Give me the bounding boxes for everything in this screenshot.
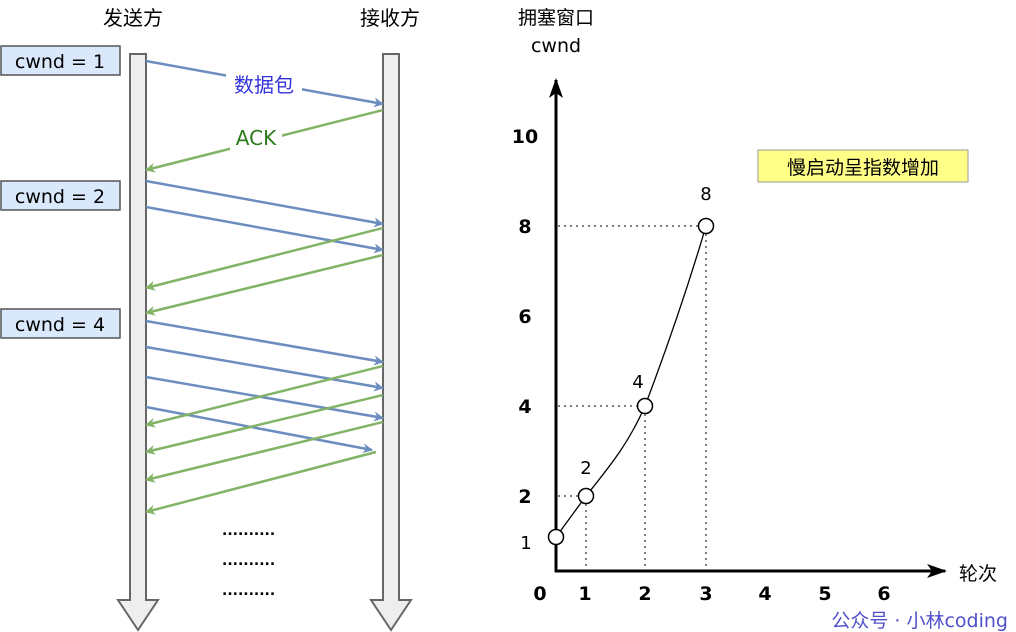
y-tick-label: 2 (518, 486, 531, 508)
point-label: 4 (632, 372, 643, 393)
x-tick-label: 6 (877, 583, 890, 605)
ellipsis: .......... (222, 583, 275, 599)
y-axis-title: 拥塞窗口 (518, 7, 594, 29)
cwnd-box-1: cwnd = 1 (0, 45, 121, 76)
y-tick-label: 6 (518, 306, 531, 328)
data-packet-arrow (145, 405, 373, 454)
x-tick-label: 3 (699, 583, 712, 605)
ack-label: ACK (236, 126, 277, 150)
note-box (757, 149, 969, 183)
ack-arrow (145, 450, 377, 515)
ack-arrow (145, 364, 384, 428)
ellipsis: .......... (222, 553, 275, 569)
svg-text:cwnd = 1: cwnd = 1 (15, 51, 105, 73)
point-label: 1 (520, 533, 531, 554)
data-packet-arrow (145, 205, 384, 254)
data-packet-arrow (145, 345, 384, 392)
sender-label: 发送方 (103, 6, 163, 30)
x-tick-label: 4 (758, 583, 771, 605)
data-point (697, 217, 715, 235)
x-tick-label: 5 (818, 583, 831, 605)
note-text: 慢启动呈指数增加 (787, 157, 939, 179)
x-tick-label: 1 (578, 583, 591, 605)
watermark: 公众号 · 小林coding (831, 610, 1008, 632)
x-axis-title: 轮次 (959, 563, 997, 585)
svg-text:cwnd = 2: cwnd = 2 (15, 186, 105, 208)
sender-timeline (116, 53, 160, 632)
data-point (547, 528, 565, 546)
y-tick-label: 4 (518, 396, 531, 418)
x-tick-label: 2 (638, 583, 651, 605)
ack-arrow (145, 226, 384, 291)
ellipsis: .......... (222, 523, 275, 539)
y-axis-unit: cwnd (531, 35, 581, 57)
x-tick-label: 0 (533, 583, 546, 605)
y-tick-label: 8 (518, 216, 531, 238)
ack-arrow (145, 393, 384, 455)
data-packet-arrow (145, 179, 384, 228)
data-packet-arrow (145, 375, 384, 422)
svg-text:cwnd = 4: cwnd = 4 (15, 314, 105, 336)
point-label: 2 (580, 458, 591, 479)
receiver-timeline (369, 53, 413, 632)
data-point (636, 397, 654, 415)
packet-label: 数据包 (234, 73, 294, 97)
ack-arrow (145, 253, 384, 316)
cwnd-curve (555, 225, 707, 538)
ack-arrow (145, 420, 384, 483)
receiver-label: 接收方 (360, 6, 420, 30)
point-label: 8 (700, 184, 711, 205)
cwnd-box-4: cwnd = 4 (0, 308, 121, 339)
y-tick-label: 10 (512, 126, 538, 148)
data-point (577, 487, 595, 505)
cwnd-box-2: cwnd = 2 (0, 180, 121, 211)
data-packet-arrow (145, 319, 384, 366)
